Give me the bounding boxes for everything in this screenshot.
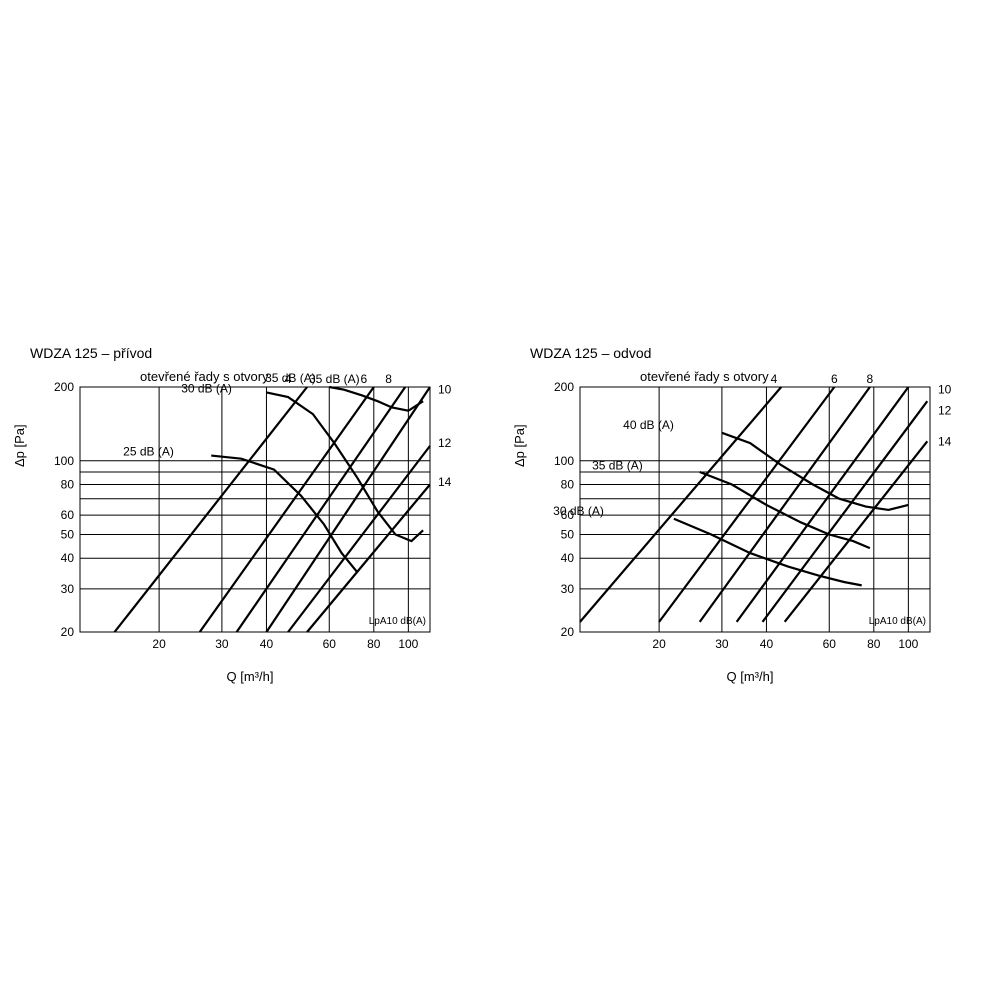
svg-text:10: 10: [438, 383, 452, 397]
svg-text:14: 14: [938, 434, 952, 448]
svg-text:LpA10 dB(A): LpA10 dB(A): [869, 616, 926, 627]
top-caption-right: otevřené řady s otvory: [640, 369, 769, 384]
panel-title-right: WDZA 125 – odvod: [530, 345, 970, 361]
svg-text:14: 14: [438, 475, 452, 489]
svg-text:30: 30: [561, 582, 575, 596]
svg-text:80: 80: [367, 637, 381, 651]
svg-text:8: 8: [385, 372, 392, 386]
svg-text:6: 6: [831, 372, 838, 386]
chart-right: otevřené řady s otvory Δp [Pa] 203040506…: [530, 367, 970, 667]
chart-left: otevřené řady s otvory Δp [Pa] 203040506…: [30, 367, 470, 667]
svg-text:100: 100: [554, 454, 574, 468]
svg-text:60: 60: [823, 637, 837, 651]
chart-panels: WDZA 125 – přívod otevřené řady s otvory…: [30, 345, 970, 684]
svg-text:30: 30: [715, 637, 729, 651]
svg-text:200: 200: [554, 380, 574, 394]
svg-text:12: 12: [938, 404, 952, 418]
svg-text:80: 80: [867, 637, 881, 651]
y-axis-label-left: Δp [Pa]: [12, 424, 27, 467]
panel-right: WDZA 125 – odvod otevřené řady s otvory …: [530, 345, 970, 684]
svg-text:8: 8: [867, 372, 874, 386]
svg-text:20: 20: [61, 625, 75, 639]
panel-left: WDZA 125 – přívod otevřené řady s otvory…: [30, 345, 470, 684]
chart-svg-left: 2030405060801002002030406080100435 dB (A…: [30, 367, 470, 667]
svg-text:50: 50: [561, 528, 575, 542]
svg-text:50: 50: [61, 528, 75, 542]
svg-text:40: 40: [61, 551, 75, 565]
svg-text:40: 40: [260, 637, 274, 651]
svg-text:20: 20: [152, 637, 166, 651]
svg-text:100: 100: [398, 637, 418, 651]
svg-text:30: 30: [215, 637, 229, 651]
svg-text:LpA10 dB(A): LpA10 dB(A): [369, 616, 426, 627]
panel-title-left: WDZA 125 – přívod: [30, 345, 470, 361]
top-caption-left: otevřené řady s otvory: [140, 369, 269, 384]
svg-text:30 dB (A): 30 dB (A): [553, 504, 604, 518]
svg-text:100: 100: [54, 454, 74, 468]
y-axis-label-right: Δp [Pa]: [512, 424, 527, 467]
svg-text:4: 4: [771, 372, 778, 386]
svg-text:35 dB (A): 35 dB (A): [265, 371, 316, 385]
svg-text:20: 20: [652, 637, 666, 651]
svg-text:30: 30: [61, 582, 75, 596]
svg-text:40: 40: [760, 637, 774, 651]
svg-text:10: 10: [938, 383, 952, 397]
svg-text:60: 60: [61, 508, 75, 522]
svg-text:40: 40: [561, 551, 575, 565]
svg-text:6: 6: [360, 372, 367, 386]
svg-text:80: 80: [61, 477, 75, 491]
svg-text:35 dB (A): 35 dB (A): [309, 372, 360, 386]
x-axis-label-left: Q [m³/h]: [30, 669, 470, 684]
chart-svg-right: 2030405060801002002030406080100468101214…: [530, 367, 970, 667]
svg-text:80: 80: [561, 477, 575, 491]
svg-text:200: 200: [54, 380, 74, 394]
svg-text:100: 100: [898, 637, 918, 651]
svg-text:20: 20: [561, 625, 575, 639]
svg-text:40 dB (A): 40 dB (A): [623, 418, 674, 432]
svg-text:35 dB (A): 35 dB (A): [592, 459, 643, 473]
x-axis-label-right: Q [m³/h]: [530, 669, 970, 684]
svg-text:60: 60: [323, 637, 337, 651]
svg-text:25 dB (A): 25 dB (A): [123, 445, 174, 459]
svg-text:12: 12: [438, 436, 452, 450]
